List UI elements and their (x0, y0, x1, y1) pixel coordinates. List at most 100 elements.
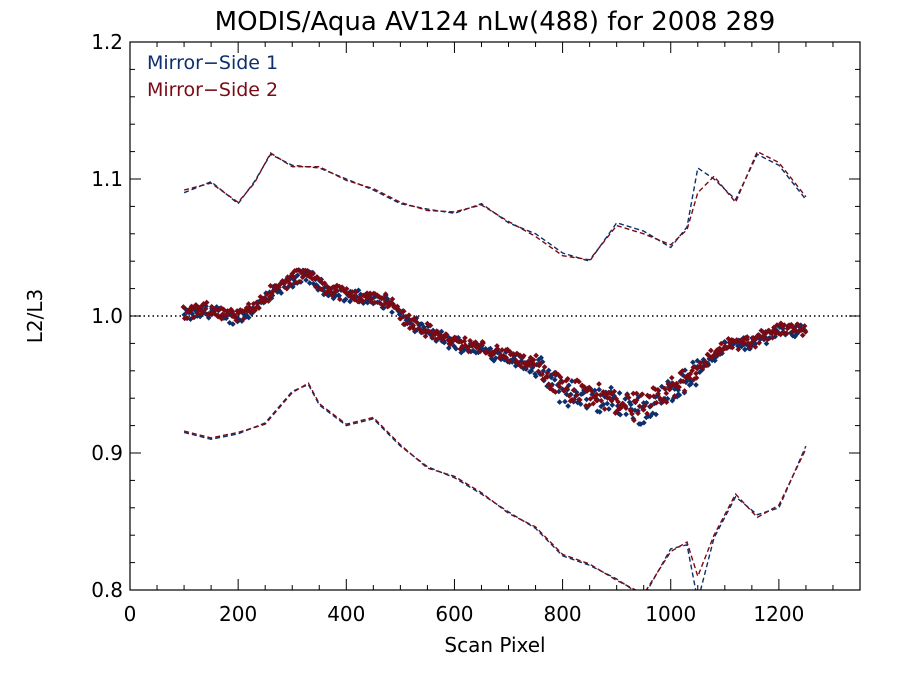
series-2-point (283, 285, 290, 292)
series-2-point (233, 317, 240, 324)
series-1-point (606, 406, 612, 412)
series-2-point (531, 362, 538, 369)
series-2-point (725, 344, 732, 350)
series-2-point (276, 284, 282, 291)
series-1-point (596, 409, 603, 415)
series-2-point (571, 396, 578, 403)
series-1-point (617, 411, 624, 418)
series-2-point (735, 346, 742, 353)
series-2-point (748, 340, 755, 347)
series-2-point (764, 336, 771, 343)
series-1-point (623, 411, 629, 418)
series-2-point (193, 302, 199, 308)
x-tick-label: 800 (543, 602, 581, 626)
series-2-point (676, 384, 682, 390)
series-2-point (535, 368, 542, 375)
series-1-point (641, 419, 647, 426)
series-2-point (265, 298, 272, 304)
series-1-point (303, 277, 309, 283)
series-2-points (180, 267, 809, 424)
series-2-point (537, 360, 544, 367)
series-2-point (410, 322, 417, 329)
series-2-point (443, 331, 450, 338)
series-2-point (215, 312, 221, 319)
series-1-point (492, 355, 499, 361)
series-2-point (597, 392, 604, 398)
series-2-point (752, 344, 759, 350)
series-2-point (406, 325, 413, 332)
series-2-point (802, 329, 809, 335)
series-2-point (795, 322, 802, 328)
series-2-point (203, 299, 210, 306)
series-2-point (556, 383, 563, 390)
series-2-point (703, 362, 710, 369)
series-2-point (285, 277, 292, 284)
series-1-point (627, 401, 634, 408)
series-2-point (530, 357, 537, 363)
series-2-point (319, 286, 325, 293)
series-2-point (499, 347, 505, 353)
legend-entry: Mirror−Side 1 (147, 52, 278, 74)
x-tick-label: 600 (435, 602, 473, 626)
series-2-point (668, 374, 675, 381)
series-2-point (494, 345, 501, 352)
series-2-point (584, 388, 590, 394)
series-2-point (693, 370, 699, 377)
series-1-point (690, 359, 696, 366)
series-1-point (245, 314, 252, 321)
series-2-point (427, 322, 434, 329)
x-tick-label: 0 (124, 602, 137, 626)
series-1-upper-envelope (183, 153, 807, 263)
series-2-point (256, 305, 262, 311)
series-2-point (642, 402, 648, 409)
series-1-point (763, 340, 770, 347)
series-2-point (465, 348, 472, 355)
series-2-point (635, 410, 641, 417)
series-2-point (566, 393, 573, 399)
series-2-point (611, 388, 618, 395)
series-2-point (648, 402, 654, 409)
series-1-point (532, 373, 539, 380)
series-2-point (515, 360, 522, 366)
plot-area (130, 150, 860, 590)
series-2-point (544, 374, 551, 380)
series-2-point (310, 270, 316, 277)
series-1-point (438, 328, 445, 335)
series-2-point (636, 403, 643, 410)
series-2-point (576, 378, 582, 385)
series-2-point (663, 390, 670, 397)
series-2-point (598, 397, 605, 404)
series-1-point (609, 402, 616, 408)
series-2-point (395, 306, 402, 313)
x-tick-label: 1200 (753, 602, 804, 626)
series-2-point (552, 389, 559, 395)
series-2-point (389, 296, 396, 302)
series-2-point (630, 390, 637, 397)
series-2-point (741, 339, 747, 346)
series-1-lower-envelope (183, 383, 807, 590)
series-2-point (680, 378, 686, 385)
series-2-point (594, 397, 601, 404)
series-2-point (245, 301, 252, 307)
series-2-point (783, 330, 790, 337)
series-2-point (472, 339, 479, 346)
series-2-point (333, 287, 340, 294)
series-2-point (533, 352, 539, 359)
series-2-point (261, 294, 268, 301)
series-1-point (336, 292, 343, 299)
series-2-point (799, 332, 806, 339)
series-2-point (608, 398, 615, 404)
series-2-point (539, 371, 545, 378)
series-2-point (336, 296, 343, 303)
chart-title: MODIS/Aqua AV124 nLw(488) for 2008 289 (215, 7, 776, 37)
series-1-point (278, 290, 285, 296)
series-2-point (506, 358, 512, 364)
series-2-point (653, 399, 660, 406)
series-2-point (264, 291, 271, 297)
series-2-point (729, 344, 736, 351)
series-2-point (400, 321, 407, 328)
series-2-point (593, 391, 600, 398)
series-2-point (465, 344, 471, 351)
series-2-point (633, 397, 640, 404)
series-2-point (570, 387, 577, 394)
